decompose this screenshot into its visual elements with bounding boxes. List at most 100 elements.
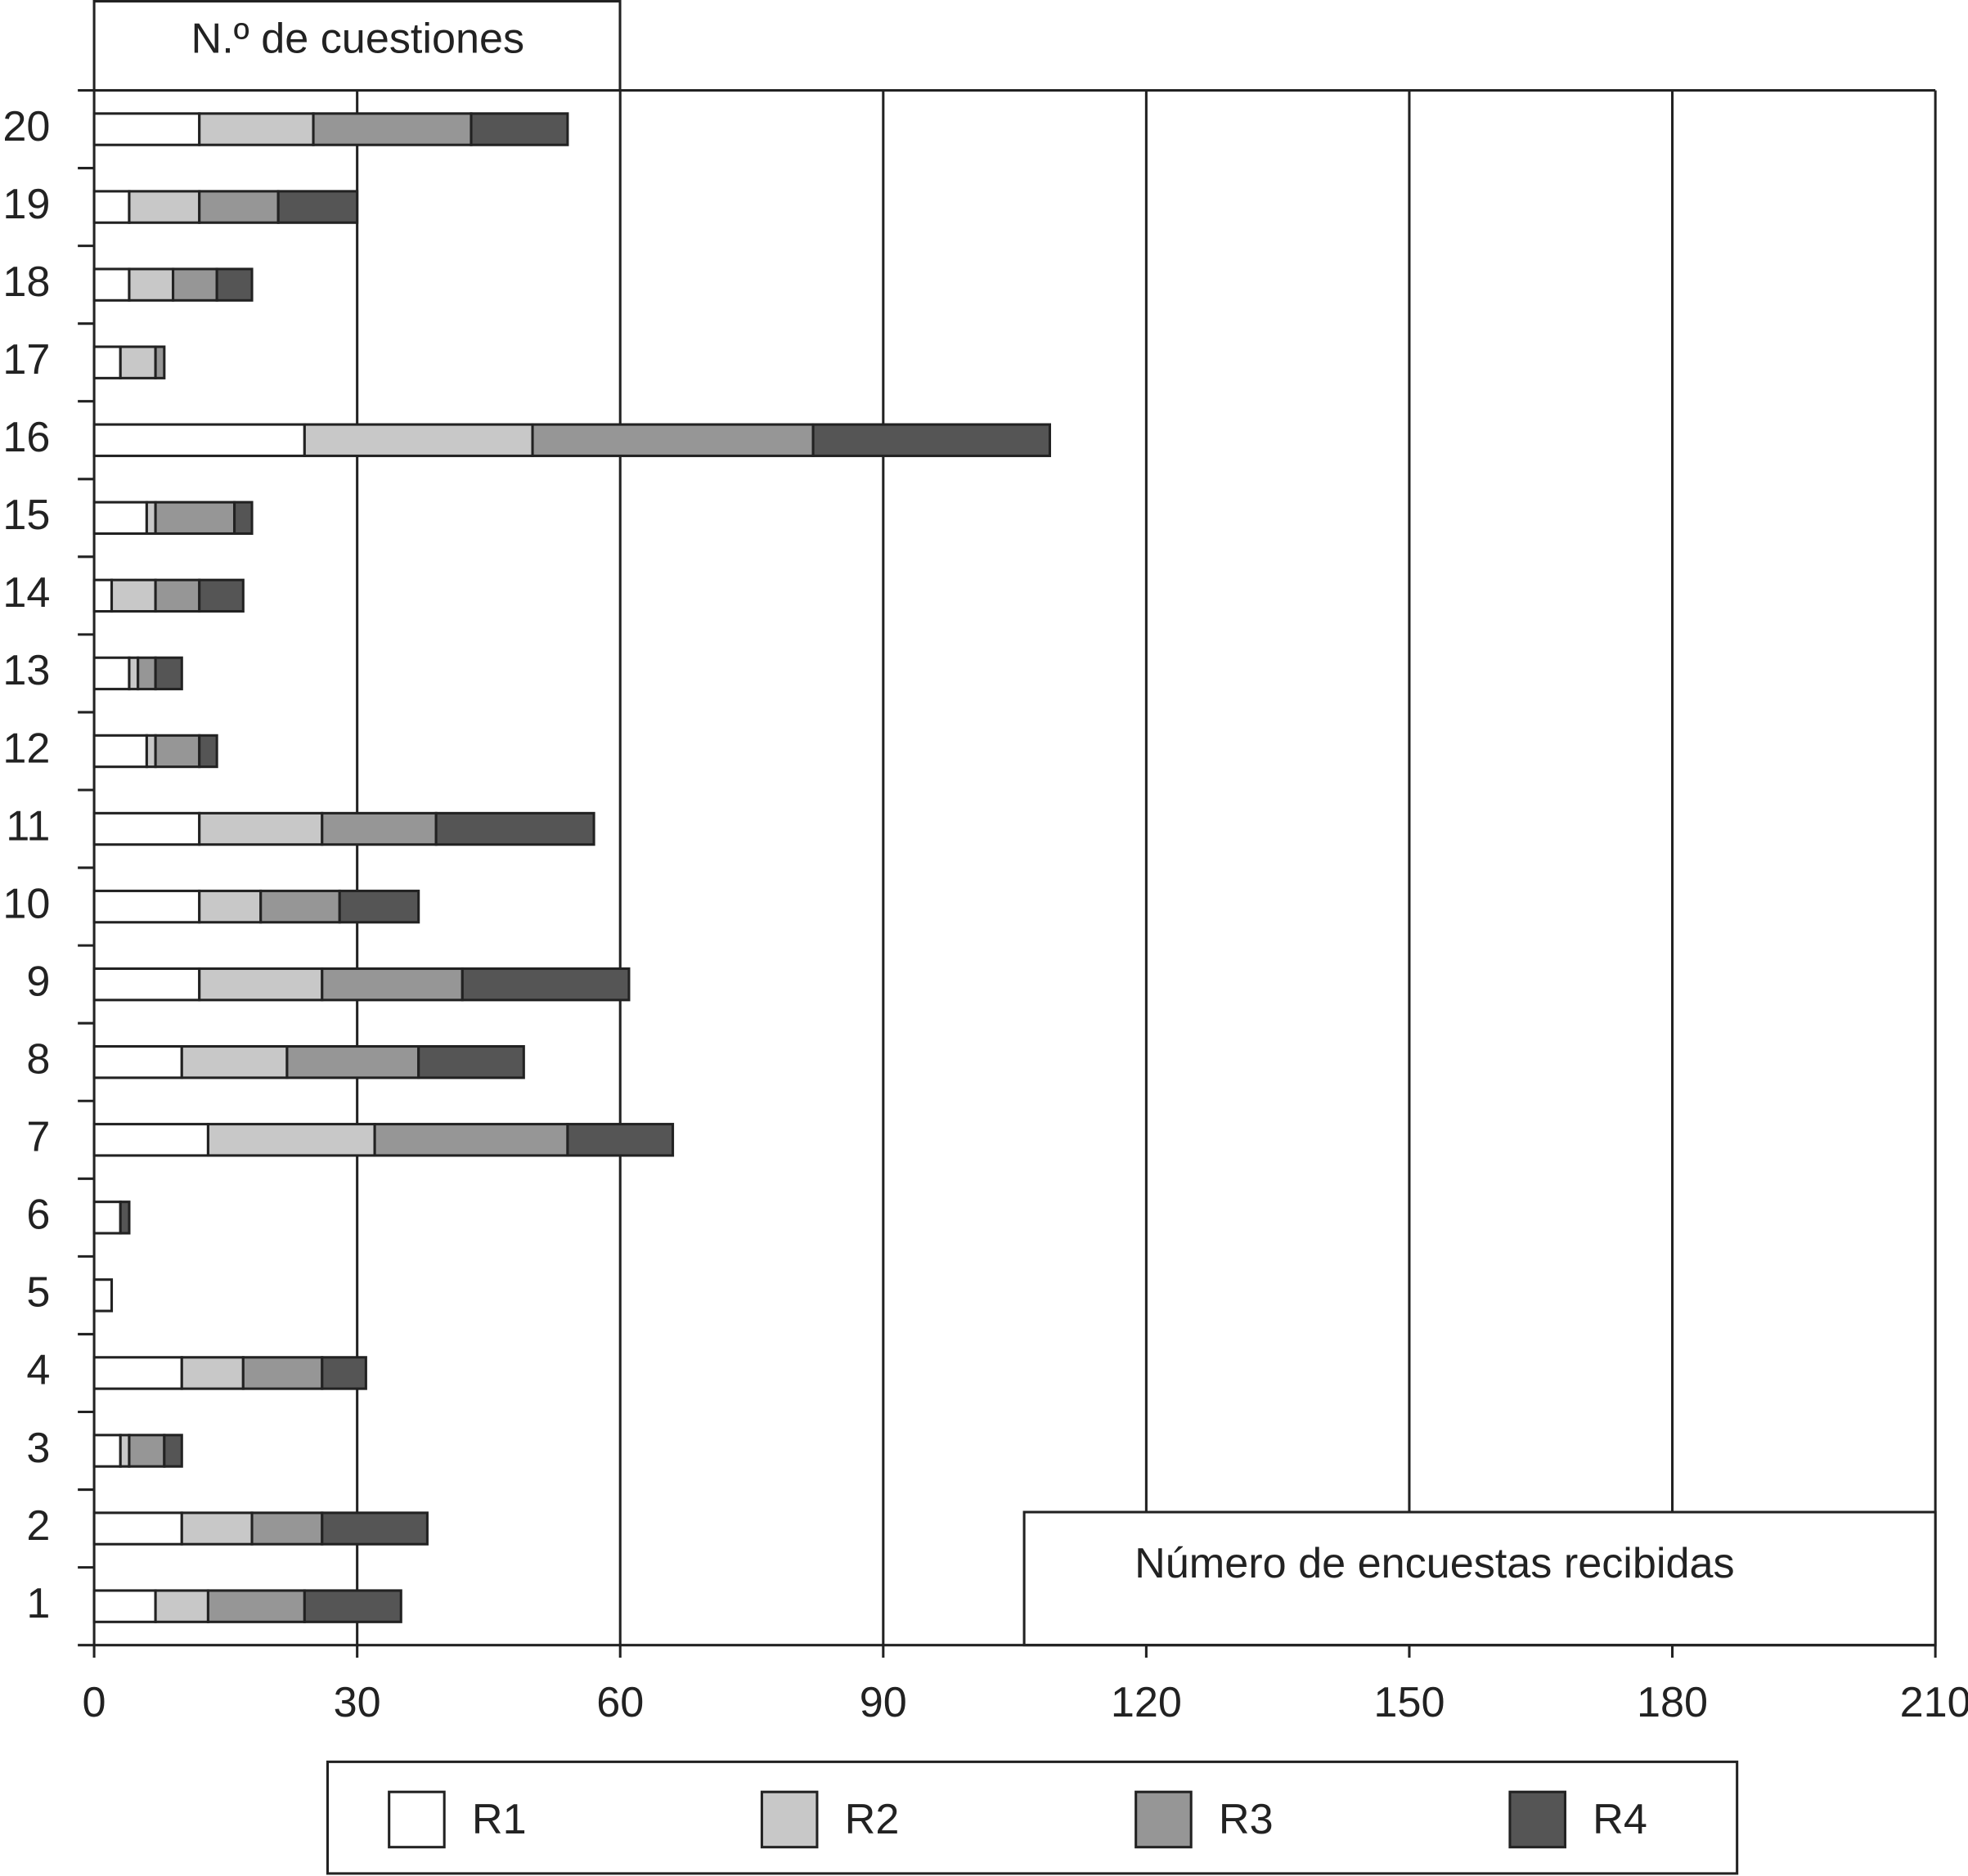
legend-swatch <box>1135 1790 1193 1849</box>
y-tick-label: 16 <box>2 414 50 461</box>
y-tick-label: 20 <box>2 103 50 150</box>
bar-segment <box>92 811 201 846</box>
x-tick-label: 60 <box>596 1679 644 1726</box>
bar-segment <box>92 1511 183 1546</box>
legend-label: R2 <box>845 1796 900 1843</box>
y-tick-label: 11 <box>6 802 50 850</box>
bar-segment <box>198 112 315 146</box>
bar-segment <box>180 1356 245 1390</box>
bar-segment <box>321 1511 429 1546</box>
legend-label: R1 <box>472 1796 527 1843</box>
y-tick-label: 14 <box>2 569 50 617</box>
bar-segment <box>92 1356 183 1390</box>
bar-segment <box>92 423 306 457</box>
bar-segment <box>417 1045 525 1079</box>
bar-segment <box>461 967 631 1002</box>
x-tick-label: 30 <box>334 1679 381 1726</box>
bar-segment <box>137 656 157 691</box>
bar-segment <box>119 1201 131 1235</box>
bar-segment <box>531 423 815 457</box>
bar-segment <box>92 889 201 924</box>
y-tick-label: 4 <box>26 1347 50 1394</box>
x-tick-label: 210 <box>1900 1679 1968 1726</box>
bar-segment <box>321 1356 367 1390</box>
bar-segment <box>128 267 175 302</box>
y-tick-label: 17 <box>2 336 50 384</box>
bar-segment <box>163 1434 183 1468</box>
y-tick-label: 9 <box>26 958 50 1005</box>
bar-segment <box>154 734 201 769</box>
y-tick-label: 7 <box>26 1114 50 1161</box>
legend-swatch <box>388 1790 446 1849</box>
bar-segment <box>92 1434 122 1468</box>
bar-segment <box>303 1589 402 1623</box>
bar-segment <box>154 345 166 379</box>
bar-segment <box>312 112 473 146</box>
x-tick-label: 120 <box>1111 1679 1182 1726</box>
bar-segment <box>215 267 254 302</box>
bar-segment <box>241 1356 324 1390</box>
legend-label: R3 <box>1219 1796 1274 1843</box>
bar-segment <box>276 190 359 224</box>
bar-segment <box>303 423 534 457</box>
bar-segment <box>250 1511 324 1546</box>
bar-segment <box>285 1045 420 1079</box>
bar-segment <box>321 811 438 846</box>
bar-segment <box>128 1434 166 1468</box>
bar-segment <box>128 656 140 691</box>
y-tick-label: 3 <box>26 1425 50 1472</box>
bar-segment <box>206 1589 306 1623</box>
bar-segment <box>92 500 148 536</box>
bar-segment <box>811 423 1052 457</box>
bar-segment <box>92 734 148 769</box>
bar-segment <box>128 190 201 224</box>
bar-segment <box>198 190 280 224</box>
y-axis-label: N.º de cuestiones <box>191 15 525 62</box>
bar-segment <box>198 889 263 924</box>
bar-segment <box>92 190 131 224</box>
bar-segment <box>92 1045 183 1079</box>
y-tick-label: 2 <box>26 1502 50 1550</box>
bar-segment <box>145 734 157 769</box>
bar-segment <box>338 889 420 924</box>
bar-segment <box>154 500 236 536</box>
y-tick-label: 13 <box>2 647 50 694</box>
bar-segment <box>172 267 218 302</box>
bar-segment <box>119 1434 131 1468</box>
bar-segment <box>180 1045 289 1079</box>
y-tick-label: 12 <box>2 725 50 772</box>
bar-segment <box>154 656 183 691</box>
bar-segment <box>198 734 218 769</box>
legend-label: R4 <box>1593 1796 1647 1843</box>
y-label-box <box>92 0 622 92</box>
bar-segment <box>92 1589 157 1623</box>
y-tick-label: 18 <box>2 258 50 306</box>
bar-segment <box>259 889 341 924</box>
x-tick-label: 150 <box>1373 1679 1445 1726</box>
y-tick-label: 6 <box>26 1192 50 1239</box>
bar-segment <box>154 578 201 613</box>
legend-swatch <box>1508 1790 1566 1849</box>
bar-segment <box>233 500 254 536</box>
bar-segment <box>180 1511 254 1546</box>
x-axis-label: Número de encuestas recibidas <box>1135 1540 1734 1587</box>
bar-segment <box>92 656 131 691</box>
x-tick-label: 90 <box>860 1679 907 1726</box>
y-tick-label: 8 <box>26 1035 50 1083</box>
y-tick-label: 10 <box>2 880 50 927</box>
bar-segment <box>92 112 201 146</box>
x-tick-label: 0 <box>83 1679 106 1726</box>
bar-segment <box>92 1278 114 1313</box>
bar-segment <box>373 1123 569 1157</box>
y-tick-label: 5 <box>26 1269 50 1317</box>
bar-segment <box>566 1123 675 1157</box>
bar-segment <box>470 112 569 146</box>
bar-segment <box>154 1589 209 1623</box>
bar-segment <box>198 811 324 846</box>
y-tick-label: 19 <box>2 181 50 228</box>
bar-segment <box>198 967 324 1002</box>
bar-segment <box>321 967 464 1002</box>
legend-box <box>326 1760 1739 1875</box>
x-tick-label: 180 <box>1637 1679 1708 1726</box>
